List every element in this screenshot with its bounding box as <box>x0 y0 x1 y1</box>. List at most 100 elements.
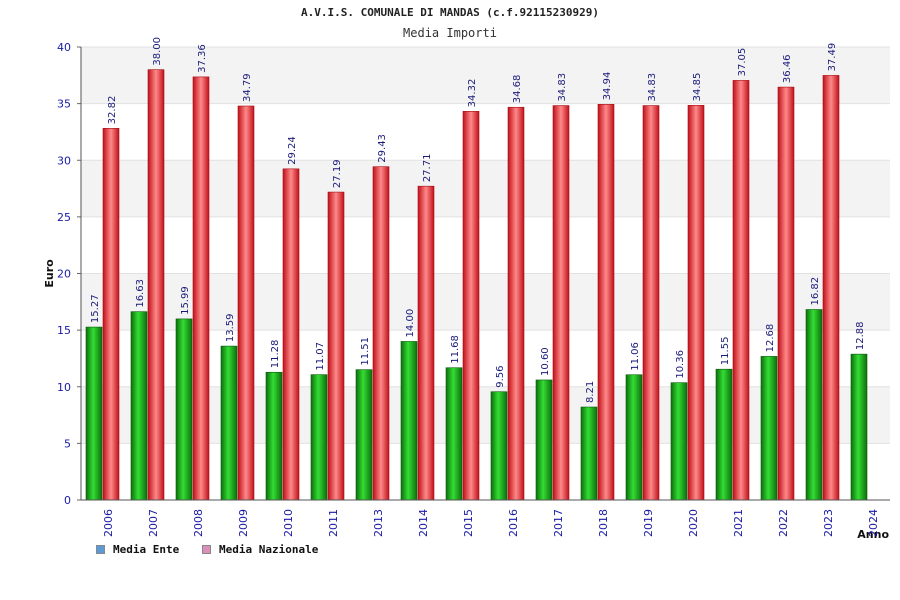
x-tick-label: 2013 <box>372 509 385 537</box>
bar-media-nazionale <box>372 166 390 501</box>
y-tick-label: 10 <box>57 381 71 394</box>
bar-media-ente <box>535 379 553 501</box>
y-tick-label: 35 <box>57 98 71 111</box>
bar-media-ente <box>445 367 463 501</box>
data-label: 11.07 <box>315 342 326 371</box>
bar-media-nazionale <box>237 105 255 501</box>
x-tick-label: 2016 <box>507 509 520 537</box>
data-label: 34.85 <box>692 73 703 102</box>
x-tick-label: 2009 <box>237 509 250 537</box>
x-tick-label: 2018 <box>597 509 610 537</box>
legend-label-media-ente: Media Ente <box>113 543 180 556</box>
y-tick-label: 25 <box>57 211 71 224</box>
data-label: 11.51 <box>360 337 371 366</box>
x-tick-label: 2020 <box>687 509 700 537</box>
y-tick-label: 30 <box>57 154 71 167</box>
data-label: 15.27 <box>90 294 101 323</box>
bar-media-nazionale <box>687 105 705 501</box>
y-tick-label: 15 <box>57 324 71 337</box>
legend-item-media-nazionale: Media Nazionale <box>202 543 318 556</box>
bar-media-ente <box>670 382 688 501</box>
data-label: 29.24 <box>287 136 298 165</box>
data-label: 11.55 <box>720 337 731 366</box>
bar-media-ente <box>580 406 598 501</box>
bar-media-nazionale <box>147 69 165 501</box>
bar-media-ente <box>490 391 508 501</box>
data-label: 15.99 <box>180 286 191 315</box>
grid-band <box>81 443 890 500</box>
data-label: 27.19 <box>332 159 343 188</box>
data-label: 9.56 <box>495 365 506 387</box>
bar-media-ente <box>760 356 778 501</box>
data-label: 38.00 <box>152 37 163 66</box>
x-tick-label: 2021 <box>732 509 745 537</box>
x-tick-label: 2008 <box>192 509 205 537</box>
chart-title: A.V.I.S. COMUNALE DI MANDAS (c.f.9211523… <box>300 6 599 19</box>
y-axis-label: Euro <box>43 259 56 288</box>
grid-band <box>81 160 890 217</box>
data-label: 36.46 <box>782 54 793 83</box>
data-label: 34.83 <box>557 73 568 102</box>
data-label: 34.32 <box>467 79 478 108</box>
legend-swatch-media-ente <box>96 545 105 554</box>
y-tick-label: 20 <box>57 268 71 281</box>
x-tick-label: 2010 <box>282 509 295 537</box>
bar-media-ente <box>805 309 823 501</box>
data-label: 37.49 <box>827 43 838 72</box>
legend-label-media-nazionale: Media Nazionale <box>219 543 319 556</box>
data-label: 16.82 <box>810 277 821 306</box>
data-label: 11.28 <box>270 340 281 369</box>
bar-media-ente <box>400 341 418 501</box>
data-label: 32.82 <box>107 96 118 125</box>
data-label: 34.83 <box>647 73 658 102</box>
data-label: 34.68 <box>512 75 523 104</box>
data-label: 34.79 <box>242 73 253 102</box>
x-tick-label: 2017 <box>552 509 565 537</box>
grid-band <box>81 330 890 387</box>
bar-media-ente <box>310 374 328 501</box>
bar-media-ente <box>175 318 193 501</box>
bar-media-ente <box>850 353 868 501</box>
x-tick-label: 2007 <box>147 509 160 537</box>
chart-subtitle: Media Importi <box>403 26 497 40</box>
data-label: 11.06 <box>630 342 641 371</box>
bar-media-nazionale <box>777 86 795 501</box>
bar-media-nazionale <box>507 106 525 501</box>
data-label: 10.60 <box>540 347 551 376</box>
bar-media-nazionale <box>552 105 570 501</box>
x-tick-label: 2022 <box>777 509 790 537</box>
y-tick-label: 5 <box>64 437 71 450</box>
x-tick-label: 2011 <box>327 509 340 537</box>
data-label: 27.71 <box>422 154 433 183</box>
data-label: 10.36 <box>675 350 686 379</box>
data-label: 37.05 <box>737 48 748 77</box>
grid-band <box>81 216 890 274</box>
x-axis-label: Anno <box>857 528 889 541</box>
y-tick-label: 0 <box>64 494 71 507</box>
bar-media-nazionale <box>597 104 615 501</box>
x-tick-label: 2024 <box>867 509 880 537</box>
data-label: 8.21 <box>585 381 596 403</box>
bar-media-nazionale <box>192 76 210 501</box>
data-label: 34.94 <box>602 72 613 101</box>
legend-item-media-ente: Media Ente <box>96 543 179 556</box>
legend-swatch-media-nazionale <box>202 545 211 554</box>
bar-media-ente <box>85 326 103 501</box>
data-label: 12.68 <box>765 324 776 353</box>
grid-band <box>81 103 890 161</box>
data-label: 29.43 <box>377 134 388 163</box>
bar-media-nazionale <box>327 191 345 501</box>
grid-band <box>81 273 890 331</box>
x-tick-label: 2014 <box>417 509 430 537</box>
x-tick-label: 2006 <box>102 509 115 537</box>
bar-media-nazionale <box>282 168 300 501</box>
data-label: 37.36 <box>197 44 208 73</box>
data-label: 13.59 <box>225 313 236 342</box>
data-label: 11.68 <box>450 335 461 364</box>
data-label: 14.00 <box>405 309 416 338</box>
x-tick-label: 2015 <box>462 509 475 537</box>
bar-media-nazionale <box>732 80 750 501</box>
y-tick-label: 40 <box>57 41 71 54</box>
bar-media-nazionale <box>102 128 120 501</box>
